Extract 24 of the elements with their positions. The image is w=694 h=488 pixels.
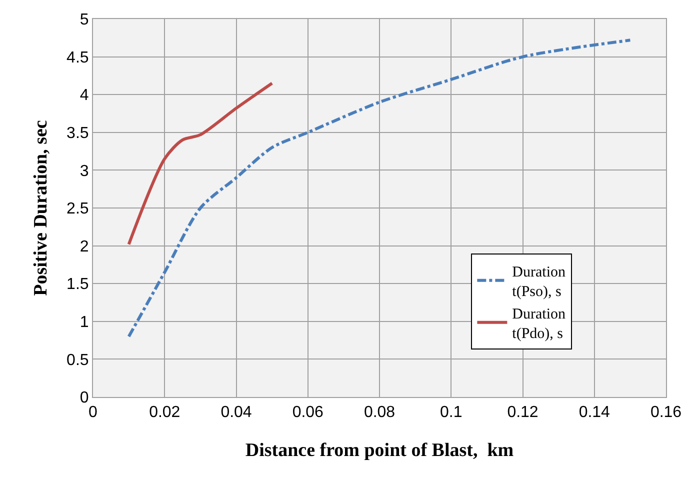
y-tick-label: 2 [80, 238, 89, 256]
y-tick-label: 3.5 [66, 125, 89, 142]
x-tick-label: 0.16 [650, 404, 682, 422]
x-tick-label: 0.06 [292, 404, 324, 422]
y-tick-label: 3 [80, 162, 89, 180]
y-tick-label: 5 [80, 12, 89, 29]
y-tick-label: 1.5 [66, 276, 89, 294]
x-tick-label: 0.1 [440, 404, 462, 422]
y-tick-label: 0.5 [66, 352, 89, 369]
y-tick-label: 2.5 [66, 200, 89, 218]
x-tick-label: 0.08 [364, 404, 396, 422]
x-tick-label: 0.02 [149, 404, 180, 422]
y-tick-label: 4.5 [66, 49, 89, 66]
x-tick-label: 0.14 [578, 404, 610, 422]
legend-label: Duration t(Pso), s [512, 264, 566, 300]
y-axis-title: Positive Duration, sec [30, 120, 52, 296]
x-tick-label: 0.12 [507, 404, 538, 422]
line-series [127, 82, 274, 246]
y-tick-label: 0 [80, 390, 89, 407]
y-tick-label: 4 [80, 87, 89, 104]
x-axis-title: Distance from point of Blast, km [245, 440, 514, 461]
x-tick-label: 0.04 [220, 404, 252, 422]
legend-label: Duration t(Pdo), s [512, 306, 566, 342]
y-tick-label: 1 [80, 314, 89, 331]
